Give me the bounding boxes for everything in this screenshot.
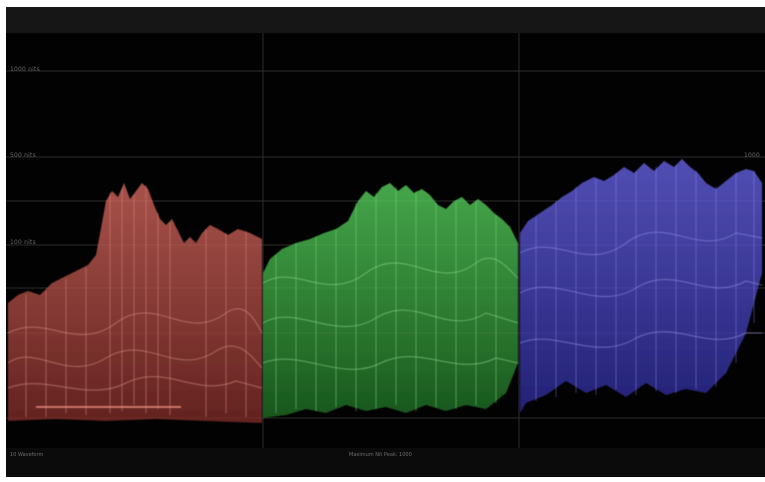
status-left-text: 10 Waveform xyxy=(10,452,44,458)
waveform-canvas xyxy=(6,33,765,448)
grid-label-top: 1000 nits xyxy=(10,66,40,73)
status-bar: 10 Waveform Maximum Nit Peak: 1000 xyxy=(6,448,765,477)
green-channel-trace xyxy=(262,183,519,418)
status-center-text: Maximum Nit Peak: 1000 xyxy=(349,452,412,458)
grid-label-middle: 100 nits xyxy=(10,239,36,246)
grid-label-right-marker: 1000 xyxy=(744,152,761,159)
blue-channel-trace xyxy=(519,159,763,413)
rgb-parade-scope: 1000 nits 500 nits 100 nits 1000 xyxy=(6,33,765,448)
waveform-window: 1000 nits 500 nits 100 nits 1000 10 Wave… xyxy=(6,7,765,477)
red-channel-trace xyxy=(7,183,263,423)
window-title-bar xyxy=(6,7,765,33)
grid-label-upper: 500 nits xyxy=(10,152,36,159)
